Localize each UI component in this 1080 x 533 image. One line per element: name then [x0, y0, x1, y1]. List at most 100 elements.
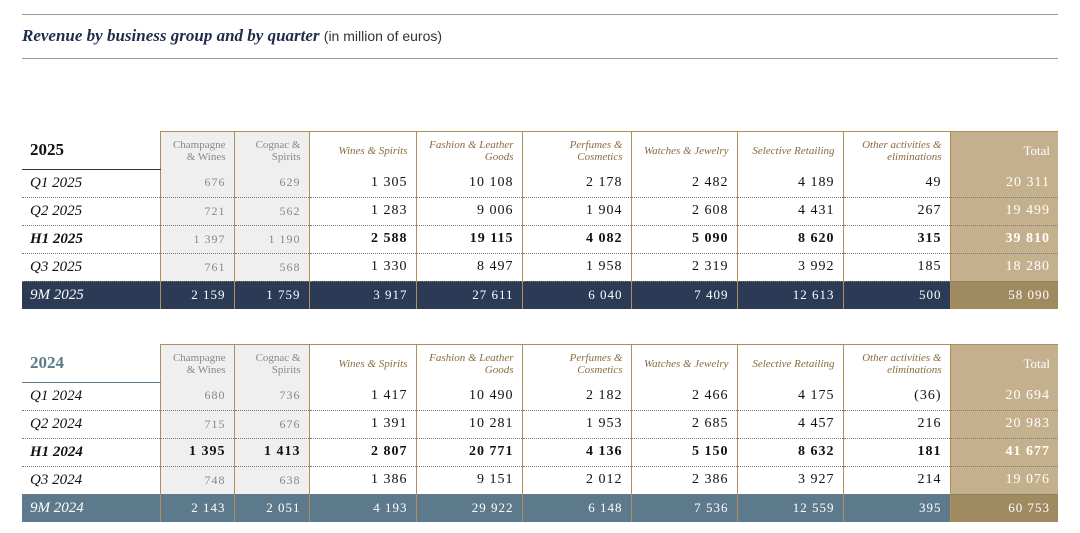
table-row: H1 2024 1 395 1 413 2 807 20 771 4 136 5 150 8 … [22, 438, 1058, 467]
cell: 2 319 [630, 253, 737, 282]
cell: 5 090 [630, 225, 737, 254]
data-table: 2025 Champagne & Wines Cognac & Spirits Win… [22, 131, 1058, 309]
year-label: 2024 [22, 344, 160, 383]
cell: 715 [159, 410, 234, 439]
column-header: Watches & Jewelry [630, 344, 737, 382]
cell: 562 [233, 197, 309, 226]
column-header: Selective Retailing [736, 344, 843, 382]
cell: 1 417 [308, 382, 416, 411]
cell: 4 193 [308, 494, 416, 522]
cell: 5 150 [630, 438, 737, 467]
column-header: Champagne & Wines [159, 131, 234, 169]
cell: 1 953 [521, 410, 631, 439]
column-header: Selective Retailing [736, 131, 843, 169]
cell: 1 305 [308, 169, 416, 198]
cell: 20 771 [415, 438, 522, 467]
cell: 10 490 [415, 382, 522, 411]
cell: 19 115 [415, 225, 522, 254]
cell: 1 386 [308, 466, 416, 495]
title: Revenue by business group and by quarter… [22, 26, 442, 46]
cell: 2 685 [630, 410, 737, 439]
cell: 19 076 [949, 466, 1058, 495]
cell: 2 608 [630, 197, 737, 226]
cell: 7 409 [630, 281, 737, 309]
cell: 27 611 [415, 281, 522, 309]
cell: 8 632 [736, 438, 843, 467]
cell: 1 904 [521, 197, 631, 226]
cell: 20 983 [949, 410, 1058, 439]
cell: 2 178 [521, 169, 631, 198]
cell: 761 [159, 253, 234, 282]
cell: 10 281 [415, 410, 522, 439]
cell: 3 917 [308, 281, 416, 309]
cell: 4 136 [521, 438, 631, 467]
cell: 39 810 [949, 225, 1058, 254]
header-row: 2025 Champagne & Wines Cognac & Spirits Win… [22, 131, 1058, 170]
row-label: Q2 2024 [22, 410, 160, 439]
row-label: H1 2025 [22, 225, 160, 254]
cell: 58 090 [949, 281, 1058, 309]
cell: 2 012 [521, 466, 631, 495]
column-header: Perfumes & Cosmetics [521, 344, 631, 382]
cell: 10 108 [415, 169, 522, 198]
column-header: Wines & Spirits [308, 131, 416, 169]
cell: 1 190 [233, 225, 309, 254]
cell: 4 431 [736, 197, 843, 226]
cell: 1 958 [521, 253, 631, 282]
cell: 9 151 [415, 466, 522, 495]
cell: 60 753 [949, 494, 1058, 522]
cell: 676 [233, 410, 309, 439]
cell: 6 040 [521, 281, 631, 309]
cell: 1 330 [308, 253, 416, 282]
table-row: Q3 2024 748 638 1 386 9 151 2 012 2 386 3 927 21… [22, 466, 1058, 495]
row-label: H1 2024 [22, 438, 160, 467]
rule [22, 58, 1058, 59]
cell: 4 457 [736, 410, 843, 439]
cell: 638 [233, 466, 309, 495]
cell: 1 413 [233, 438, 309, 467]
cell: 181 [842, 438, 950, 467]
cell: 3 992 [736, 253, 843, 282]
column-header: Other activities & eliminations [842, 344, 950, 382]
cell: 4 082 [521, 225, 631, 254]
table-row: H1 2025 1 397 1 190 2 588 19 115 4 082 5 090 8 … [22, 225, 1058, 254]
cell: 12 613 [736, 281, 843, 309]
data-table: 2024 Champagne & Wines Cognac & Spirits Win… [22, 344, 1058, 522]
header-row: 2024 Champagne & Wines Cognac & Spirits Win… [22, 344, 1058, 383]
column-header: Other activities & eliminations [842, 131, 950, 169]
cell: 736 [233, 382, 309, 411]
rule [22, 14, 1058, 15]
cell: 3 927 [736, 466, 843, 495]
row-label: 9M 2025 [22, 281, 160, 309]
cell: 19 499 [949, 197, 1058, 226]
cell: 2 386 [630, 466, 737, 495]
column-header: Wines & Spirits [308, 344, 416, 382]
cell: 2 466 [630, 382, 737, 411]
cell: 18 280 [949, 253, 1058, 282]
row-label: Q3 2025 [22, 253, 160, 282]
cell: 748 [159, 466, 234, 495]
cell: 2 588 [308, 225, 416, 254]
cell: 2 482 [630, 169, 737, 198]
title-unit: (in million of euros) [323, 28, 443, 44]
table-row: 9M 2025 2 159 1 759 3 917 27 611 6 040 7 409 12… [22, 281, 1058, 309]
column-header: Total [949, 344, 1058, 382]
cell: 568 [233, 253, 309, 282]
row-label: Q3 2024 [22, 466, 160, 495]
column-header: Cognac & Spirits [233, 131, 309, 169]
cell: 7 536 [630, 494, 737, 522]
cell: 6 148 [521, 494, 631, 522]
cell: 12 559 [736, 494, 843, 522]
row-label: Q2 2025 [22, 197, 160, 226]
cell: 2 807 [308, 438, 416, 467]
column-header: Fashion & Leather Goods [415, 344, 522, 382]
cell: 214 [842, 466, 950, 495]
column-header: Cognac & Spirits [233, 344, 309, 382]
cell: 629 [233, 169, 309, 198]
title-main: Revenue by business group and by quarter [22, 26, 320, 45]
cell: 20 694 [949, 382, 1058, 411]
cell: 185 [842, 253, 950, 282]
table-row: Q1 2024 680 736 1 417 10 490 2 182 2 466 4 175(… [22, 382, 1058, 411]
cell: 315 [842, 225, 950, 254]
column-header: Watches & Jewelry [630, 131, 737, 169]
